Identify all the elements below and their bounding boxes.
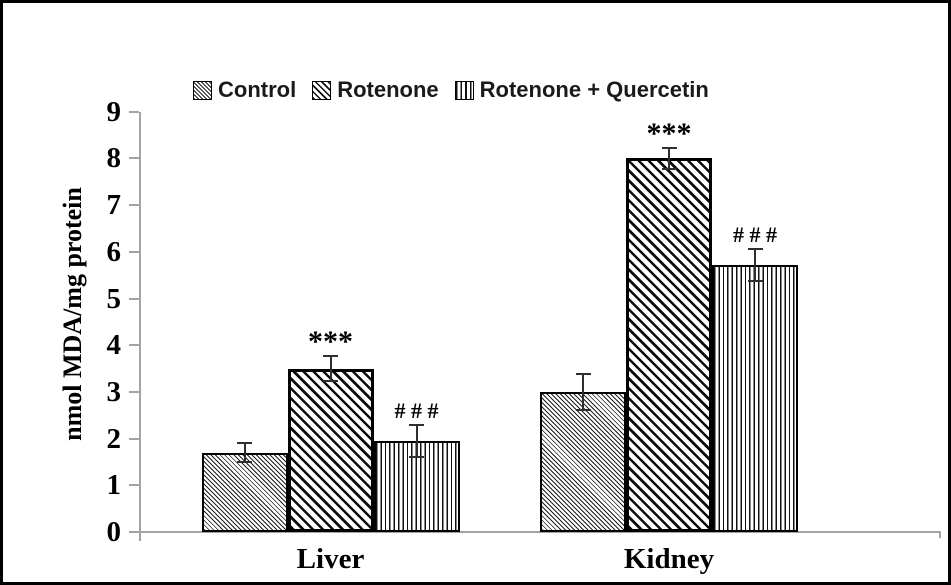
chart-legend: Control Rotenone Rotenone + Quercetin [193,77,709,103]
error-bar-cap-top-kidney-rotenone [661,147,677,150]
x-axis-end-tick [939,531,941,538]
error-bar-cap-bottom-liver-rotenone [323,380,338,383]
error-bar-cap-top-liver-rotenone-quercetin [409,423,424,426]
bar-kidney-control [540,391,626,532]
y-tick-6 [129,250,139,253]
y-tick-label-8: 8 [106,142,122,175]
category-label-liver: Liver [296,543,365,575]
bar-kidney-rotenone-quercetin [712,264,798,532]
error-bar-cap-bottom-kidney-rotenone-quercetin [747,279,763,282]
bar-kidney-rotenone [626,158,712,532]
y-tick-0 [129,531,139,533]
bar-liver-rotenone [287,368,374,532]
y-tick-9 [129,110,139,113]
significance-marker-kidney-rotenone-quercetin: # # # [733,221,777,247]
error-bar-stem-kidney-rotenone-quercetin [754,248,756,281]
legend-label-control: Control [218,77,297,102]
rotenone-swatch-icon [312,80,332,100]
error-bar-cap-top-liver-rotenone [323,354,338,357]
error-bar-cap-bottom-liver-rotenone-quercetin [409,456,424,459]
legend-item-rotenone-quercetin: Rotenone + Quercetin [454,77,709,103]
y-tick-label-0: 0 [106,516,122,548]
legend-label-rotenone: Rotenone [337,77,439,102]
y-tick-label-2: 2 [106,422,122,455]
y-tick-label-1: 1 [106,469,122,502]
y-tick-label-4: 4 [106,329,122,362]
legend-item-rotenone: Rotenone [312,77,439,103]
y-tick-1 [129,484,139,487]
significance-marker-kidney-rotenone: *** [646,117,692,151]
legend-item-control: Control [193,77,296,103]
error-bar-stem-kidney-rotenone [668,148,670,169]
error-bar-stem-liver-rotenone [329,355,332,382]
bar-liver-control [201,452,288,532]
y-tick-4 [129,344,139,347]
significance-marker-liver-rotenone: *** [308,324,353,358]
significance-marker-liver-rotenone-quercetin: # # # [394,397,439,423]
control-swatch-icon [193,80,212,100]
y-tick-3 [129,390,139,393]
y-tick-8 [129,157,139,160]
y-axis-line [139,111,141,541]
error-bar-cap-top-liver-control [237,442,252,445]
x-axis-line [139,531,941,533]
category-label-kidney: Kidney [623,543,715,575]
error-bar-stem-liver-control [243,443,246,462]
error-bar-cap-top-kidney-control [575,373,591,376]
error-bar-cap-bottom-kidney-rotenone [661,167,677,170]
y-tick-label-3: 3 [106,375,122,408]
error-bar-stem-liver-rotenone-quercetin [415,424,418,458]
y-tick-label-9: 9 [106,95,122,128]
y-tick-5 [129,297,139,300]
error-bar-cap-bottom-liver-control [237,460,252,463]
error-bar-cap-top-kidney-rotenone-quercetin [747,247,763,250]
y-tick-label-5: 5 [106,282,122,315]
y-tick-2 [129,437,139,440]
y-tick-label-7: 7 [106,189,122,222]
error-bar-stem-kidney-control [582,374,584,410]
y-tick-7 [129,204,139,207]
rotenone-quercetin-swatch-icon [454,80,474,100]
legend-label-rotenone-quercetin: Rotenone + Quercetin [479,77,709,102]
y-tick-label-6: 6 [106,235,122,268]
error-bar-cap-bottom-kidney-control [575,408,591,411]
